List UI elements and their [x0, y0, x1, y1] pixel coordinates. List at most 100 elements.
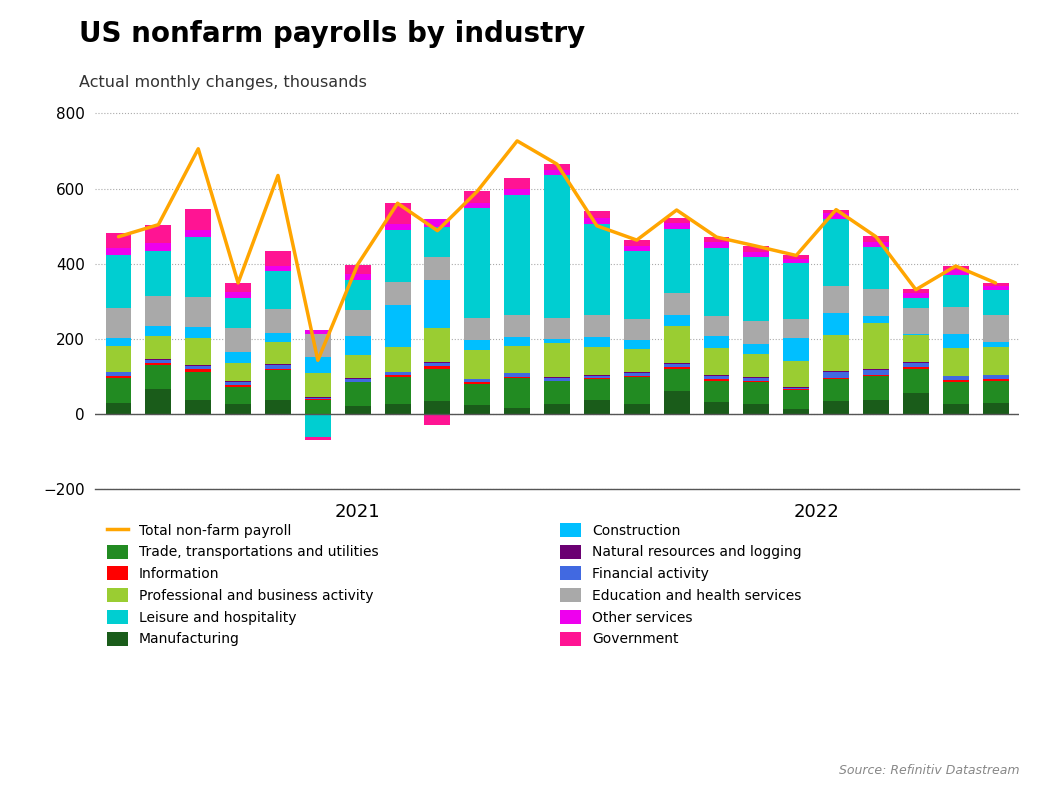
Bar	[983, 380, 1009, 403]
Bar	[345, 279, 371, 309]
Bar	[863, 241, 889, 247]
Bar	[584, 400, 610, 414]
Bar	[863, 316, 889, 323]
Bar	[823, 372, 849, 378]
Bar	[544, 339, 570, 343]
Bar	[345, 336, 371, 355]
Bar	[145, 360, 171, 363]
Bar	[265, 251, 291, 266]
Bar	[345, 379, 371, 382]
Bar	[903, 298, 929, 308]
Bar	[265, 371, 291, 400]
Bar	[983, 315, 1009, 342]
Bar	[544, 343, 570, 377]
Bar	[225, 353, 251, 363]
Bar	[703, 380, 729, 402]
Bar	[385, 403, 411, 414]
Bar	[265, 400, 291, 414]
Bar	[504, 409, 530, 414]
Bar	[743, 257, 769, 321]
Bar	[425, 369, 451, 401]
Bar	[185, 372, 211, 400]
Bar	[983, 379, 1009, 380]
Bar	[345, 355, 371, 378]
Bar	[105, 249, 131, 255]
Bar	[863, 290, 889, 316]
Bar	[544, 318, 570, 339]
Bar	[305, 373, 331, 397]
Bar	[903, 363, 929, 368]
Bar	[943, 266, 969, 270]
Bar	[663, 369, 689, 391]
Bar	[903, 369, 929, 394]
Bar	[663, 326, 689, 363]
Bar	[943, 380, 969, 382]
Text: 2021: 2021	[335, 503, 380, 522]
Bar	[504, 346, 530, 372]
Bar	[465, 350, 490, 379]
Bar	[504, 178, 530, 189]
Bar	[863, 400, 889, 414]
Bar	[425, 414, 451, 425]
Bar	[983, 342, 1009, 347]
Bar	[105, 376, 131, 378]
Bar	[903, 335, 929, 362]
Bar	[544, 175, 570, 318]
Bar	[265, 266, 291, 271]
Bar	[663, 229, 689, 293]
Bar	[943, 275, 969, 307]
Bar	[345, 309, 371, 336]
Bar	[465, 191, 490, 203]
Bar	[225, 292, 251, 298]
Bar	[504, 379, 530, 409]
Bar	[624, 404, 650, 414]
Bar	[624, 377, 650, 404]
Bar	[703, 237, 729, 242]
Bar	[983, 283, 1009, 286]
Bar	[743, 321, 769, 344]
Bar	[105, 255, 131, 308]
Bar	[185, 297, 211, 327]
Bar	[624, 372, 650, 376]
Bar	[504, 338, 530, 346]
Bar	[903, 293, 929, 298]
Bar	[863, 247, 889, 290]
Bar	[823, 379, 849, 401]
Bar	[305, 331, 331, 334]
Bar	[425, 401, 451, 414]
Bar	[783, 263, 809, 320]
Bar	[504, 315, 530, 338]
Bar	[943, 270, 969, 275]
Bar	[783, 409, 809, 414]
Bar	[943, 382, 969, 404]
Bar	[863, 323, 889, 369]
Bar	[743, 380, 769, 383]
Bar	[823, 286, 849, 312]
Bar	[345, 383, 371, 406]
Bar	[504, 373, 530, 377]
Bar	[385, 224, 411, 230]
Bar	[584, 376, 610, 378]
Bar	[703, 316, 729, 336]
Bar	[185, 338, 211, 365]
Bar	[465, 318, 490, 340]
Bar	[185, 230, 211, 237]
Bar	[743, 246, 769, 252]
Bar	[145, 389, 171, 414]
Bar	[345, 406, 371, 414]
Bar	[823, 335, 849, 371]
Bar	[584, 347, 610, 375]
Bar	[185, 400, 211, 414]
Bar	[305, 400, 331, 413]
Bar	[703, 348, 729, 375]
Text: Actual monthly changes, thousands: Actual monthly changes, thousands	[79, 75, 367, 90]
Bar	[105, 338, 131, 346]
Legend: Construction, Natural resources and logging, Financial activity, Education and h: Construction, Natural resources and logg…	[555, 518, 807, 652]
Bar	[385, 282, 411, 305]
Bar	[703, 379, 729, 380]
Bar	[265, 368, 291, 371]
Bar	[624, 319, 650, 339]
Bar	[265, 342, 291, 364]
Bar	[584, 211, 610, 219]
Bar	[624, 376, 650, 377]
